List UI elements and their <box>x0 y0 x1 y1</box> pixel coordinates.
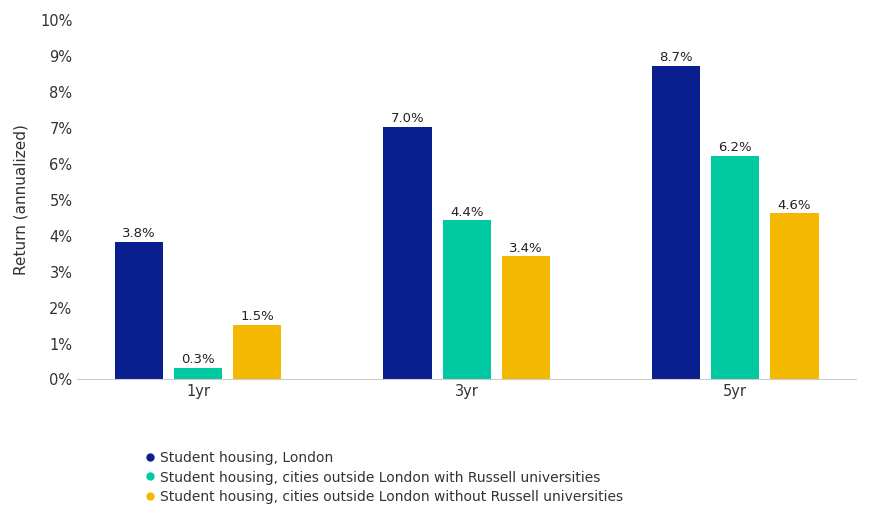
Bar <box>233 325 281 379</box>
Text: 8.7%: 8.7% <box>659 51 693 64</box>
Legend: Student housing, London, Student housing, cities outside London with Russell uni: Student housing, London, Student housing… <box>146 450 623 503</box>
Bar <box>115 242 163 379</box>
Text: 4.4%: 4.4% <box>449 206 483 218</box>
Text: 3.4%: 3.4% <box>508 241 542 254</box>
Bar <box>710 156 759 379</box>
Text: 7.0%: 7.0% <box>390 112 424 125</box>
Bar <box>501 257 549 379</box>
Bar <box>442 221 490 379</box>
Bar <box>174 368 222 379</box>
Bar <box>651 67 700 379</box>
Text: 3.8%: 3.8% <box>122 227 156 240</box>
Y-axis label: Return (annualized): Return (annualized) <box>14 124 29 275</box>
Text: 4.6%: 4.6% <box>777 198 810 211</box>
Text: 6.2%: 6.2% <box>718 141 751 154</box>
Text: 0.3%: 0.3% <box>181 352 215 366</box>
Bar <box>769 214 818 379</box>
Bar <box>383 128 431 379</box>
Text: 1.5%: 1.5% <box>240 310 274 322</box>
